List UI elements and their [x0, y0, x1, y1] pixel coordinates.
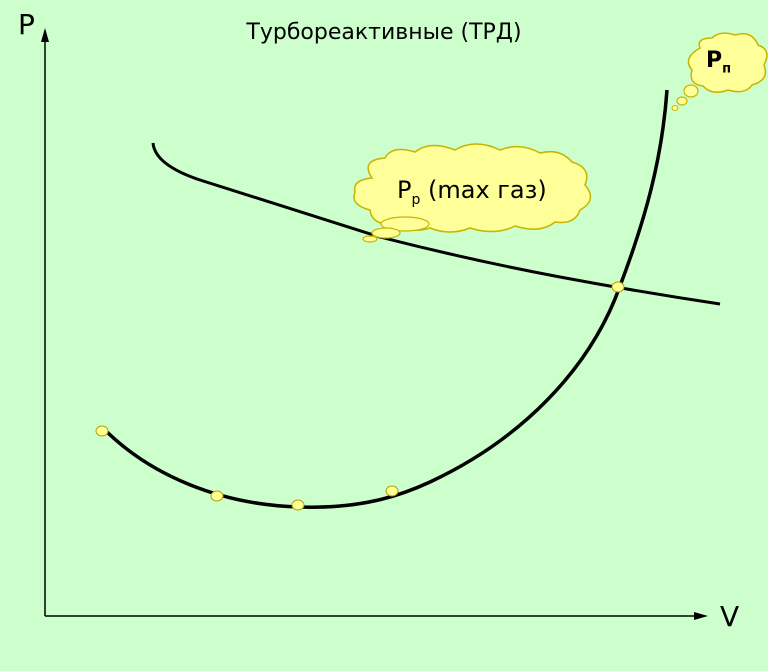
marker-point — [210, 490, 224, 502]
x-axis-label: V — [720, 600, 740, 633]
required-thrust-label: Pп — [706, 48, 732, 77]
marker-point — [291, 499, 305, 511]
marker-point — [95, 425, 109, 437]
required-thrust-curve — [102, 89, 669, 509]
x-axis-arrow — [694, 612, 708, 620]
y-axis-arrow — [41, 28, 49, 42]
available-thrust-label: Pр (max газ) — [397, 176, 547, 208]
marker-point — [385, 485, 399, 497]
y-axis-label: P — [18, 8, 35, 41]
available-thrust-cloud — [353, 143, 592, 243]
intersection-point — [611, 281, 625, 293]
required-thrust-cloud — [671, 32, 768, 111]
diagram-title: Турбореактивные (ТРД) — [246, 20, 522, 45]
curve-markers — [95, 281, 625, 511]
